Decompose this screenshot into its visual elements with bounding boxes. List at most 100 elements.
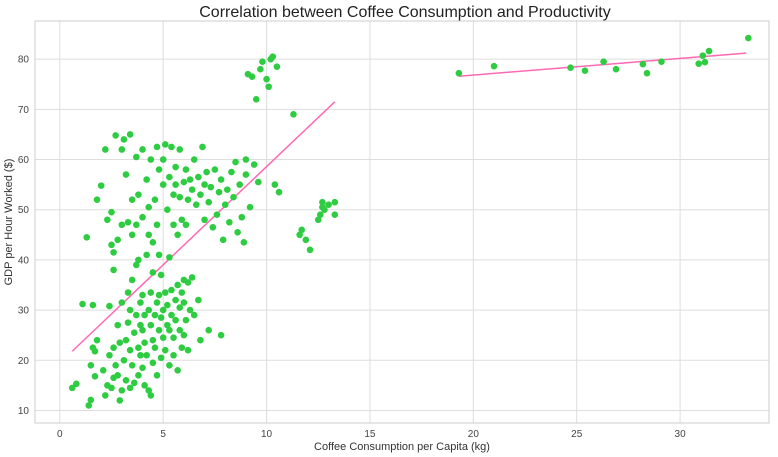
data-point [149, 359, 157, 367]
data-point [197, 191, 204, 198]
data-point [199, 143, 206, 151]
data-point [296, 231, 303, 239]
data-point [145, 203, 153, 211]
data-point [250, 161, 258, 168]
data-point [164, 301, 171, 309]
data-point [178, 289, 186, 296]
data-point [317, 211, 324, 219]
data-point [161, 346, 169, 354]
data-point [658, 58, 665, 65]
data-point [91, 347, 99, 355]
data-point [213, 211, 221, 219]
data-point [302, 236, 310, 244]
trend-line [71, 101, 336, 352]
data-point [159, 156, 167, 163]
data-point [170, 334, 177, 341]
data-point [68, 384, 76, 392]
data-point [164, 321, 171, 329]
data-point [705, 47, 713, 55]
data-point [255, 178, 262, 186]
data-point [141, 382, 148, 389]
data-point [149, 269, 157, 276]
data-point [135, 256, 142, 264]
data-point [153, 299, 161, 306]
plot-frame [34, 20, 770, 424]
data-point [159, 181, 167, 188]
data-point [87, 396, 95, 404]
data-point [176, 326, 184, 334]
data-point [110, 344, 117, 352]
data-point [161, 289, 169, 296]
y-tick-label: 30 [18, 306, 30, 317]
data-points [68, 34, 752, 409]
data-point [143, 251, 150, 259]
data-point [319, 198, 326, 206]
data-point [273, 63, 281, 70]
data-point [234, 228, 241, 236]
data-point [89, 301, 97, 309]
data-point [176, 304, 184, 311]
data-point [118, 299, 126, 306]
data-point [325, 201, 332, 208]
data-point [133, 261, 140, 269]
data-point [118, 387, 126, 394]
data-point [143, 176, 150, 183]
data-point [145, 306, 153, 314]
data-point [600, 58, 607, 65]
y-axis-ticks: 10 20 30 40 50 60 70 80 [18, 55, 30, 417]
data-point [99, 367, 107, 374]
data-point [581, 67, 589, 74]
data-point [139, 213, 146, 221]
data-point [219, 236, 227, 244]
grid-lines [35, 21, 769, 423]
data-point [203, 168, 210, 176]
data-point [153, 143, 161, 151]
data-point [120, 356, 128, 364]
data-point [139, 326, 146, 334]
data-point [168, 286, 175, 294]
data-point [126, 306, 134, 314]
data-point [238, 213, 246, 221]
data-point [186, 176, 194, 183]
data-point [83, 234, 90, 241]
data-point [170, 221, 177, 229]
y-tick-label: 20 [18, 356, 30, 367]
data-point [93, 196, 101, 203]
data-point [101, 146, 109, 153]
x-tick-label: 10 [261, 429, 273, 440]
data-point [174, 367, 181, 374]
data-point [172, 181, 179, 188]
data-point [190, 156, 198, 163]
data-point [182, 221, 190, 229]
data-point [170, 191, 177, 198]
data-point [124, 319, 132, 326]
data-point [137, 321, 144, 329]
data-point [174, 281, 181, 289]
data-point [151, 344, 159, 352]
data-point [108, 241, 115, 249]
data-point [567, 64, 574, 71]
data-point [188, 274, 196, 281]
data-point [116, 339, 124, 347]
data-point [126, 384, 134, 392]
data-point [612, 65, 620, 73]
data-point [93, 336, 101, 344]
data-point [151, 311, 159, 319]
data-point [170, 351, 177, 359]
data-point [143, 351, 150, 359]
data-point [271, 181, 279, 188]
data-point [126, 346, 134, 354]
data-point [209, 223, 217, 231]
data-point [73, 380, 80, 388]
data-point [106, 302, 113, 310]
data-point [178, 344, 186, 352]
data-point [226, 218, 233, 226]
x-tick-label: 25 [571, 429, 583, 440]
data-point [114, 321, 122, 329]
data-point [122, 336, 130, 344]
data-point [275, 188, 283, 196]
data-point [172, 316, 179, 324]
data-point [141, 339, 148, 347]
data-point [135, 372, 142, 379]
x-axis-ticks: 0 5 10 15 20 25 30 [57, 429, 686, 440]
